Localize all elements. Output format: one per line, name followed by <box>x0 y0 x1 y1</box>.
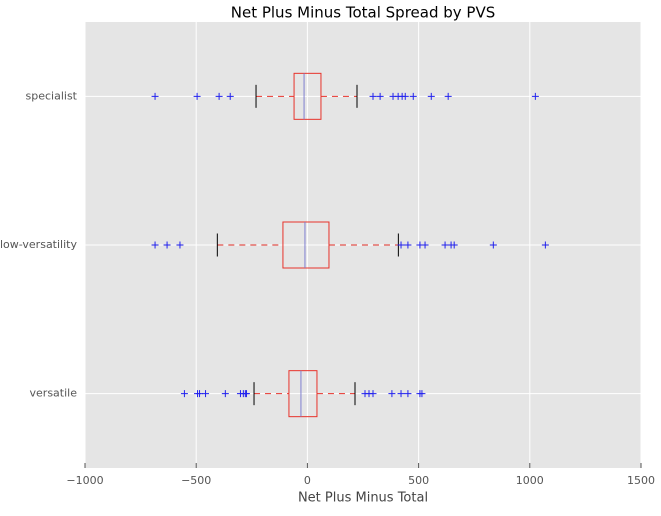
flier <box>180 390 188 398</box>
flier <box>242 390 250 398</box>
box <box>282 221 330 269</box>
flier <box>369 390 377 398</box>
flier <box>196 390 204 398</box>
flier <box>404 241 412 249</box>
y-tick-label: low-versatility <box>0 238 77 251</box>
flier <box>397 390 405 398</box>
flier <box>202 390 210 398</box>
flier <box>401 92 409 100</box>
flier <box>163 241 171 249</box>
flier <box>215 92 223 100</box>
flier <box>376 92 384 100</box>
flier <box>176 241 184 249</box>
y-tick-label: specialist <box>26 89 78 102</box>
flier <box>404 390 412 398</box>
flier <box>369 92 377 100</box>
flier <box>151 92 159 100</box>
flier <box>450 241 458 249</box>
flier <box>444 92 452 100</box>
x-tick-label: 500 <box>408 474 429 487</box>
x-axis-label: Net Plus Minus Total <box>298 491 428 506</box>
flier <box>531 92 539 100</box>
flier <box>421 241 429 249</box>
flier <box>151 241 159 249</box>
flier <box>418 390 426 398</box>
flier <box>541 241 549 249</box>
flier <box>221 390 229 398</box>
flier <box>441 241 449 249</box>
flier <box>397 241 405 249</box>
flier <box>489 241 497 249</box>
flier <box>409 92 417 100</box>
x-tick-label: −500 <box>181 474 211 487</box>
x-tick-label: 0 <box>304 474 311 487</box>
box <box>293 72 322 120</box>
x-tick-label: 1500 <box>627 474 655 487</box>
chart-title: Net Plus Minus Total Spread by PVS <box>231 4 496 22</box>
flier <box>427 92 435 100</box>
flier <box>226 92 234 100</box>
x-tick-label: −1000 <box>66 474 103 487</box>
x-tick-label: 1000 <box>516 474 544 487</box>
flier <box>193 92 201 100</box>
y-tick-label: versatile <box>30 387 78 400</box>
flier <box>388 390 396 398</box>
box <box>288 370 318 418</box>
